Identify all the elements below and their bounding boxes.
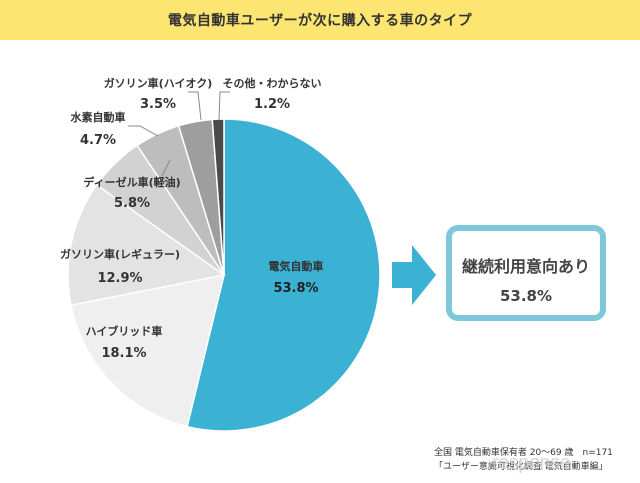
callout-label: 継続利用意向あり (461, 257, 590, 276)
slice-label: ディーゼル車(軽油) (83, 175, 180, 189)
leader-line (128, 125, 159, 137)
slice-value-label: 5.8% (114, 196, 150, 211)
slice-value-label: 18.1% (101, 346, 146, 361)
chart-title: 電気自動車ユーザーが次に購入する車のタイプ (167, 13, 473, 29)
pie-slice (211, 118, 225, 276)
slice-label: ガソリン車(レギュラー) (60, 247, 180, 261)
slice-value-label: 1.2% (254, 97, 290, 112)
slice-value-label: 3.5% (140, 97, 176, 112)
slice-label: ハイブリッド車 (86, 324, 163, 338)
slice-value-label: 12.9% (97, 271, 142, 286)
slice-label: 電気自動車 (269, 259, 324, 273)
leader-line (161, 159, 171, 177)
slice-label: 水素自動車 (71, 110, 126, 124)
pie-slice (70, 274, 226, 428)
slice-value-label: 4.7% (80, 133, 116, 148)
title-bar: 電気自動車ユーザーが次に購入する車のタイプ (0, 0, 640, 40)
source-note: 全国 電気自動車保有者 20～69 歳 n=171 「ユーザー意識可視化調査 電… (434, 446, 613, 474)
callout-box: 継続利用意向あり 53.8% (446, 225, 606, 321)
leader-line (188, 91, 202, 121)
pie-slice (67, 183, 226, 307)
watermark-text: response (492, 452, 571, 474)
leader-line (218, 91, 230, 121)
pie-slice (186, 118, 381, 432)
source-note-line2: 「ユーザー意識可視化調査 電気自動車編」 (434, 462, 608, 472)
source-note-line1: 全国 電気自動車保有者 20～69 歳 n=171 (434, 448, 613, 458)
slice-label: その他・わからない (223, 76, 322, 90)
slice-value-label: 53.8% (273, 281, 318, 296)
callout-value: 53.8% (499, 287, 553, 305)
slice-label: ガソリン車(ハイオク) (104, 76, 213, 90)
arrow-right-icon (392, 245, 436, 305)
